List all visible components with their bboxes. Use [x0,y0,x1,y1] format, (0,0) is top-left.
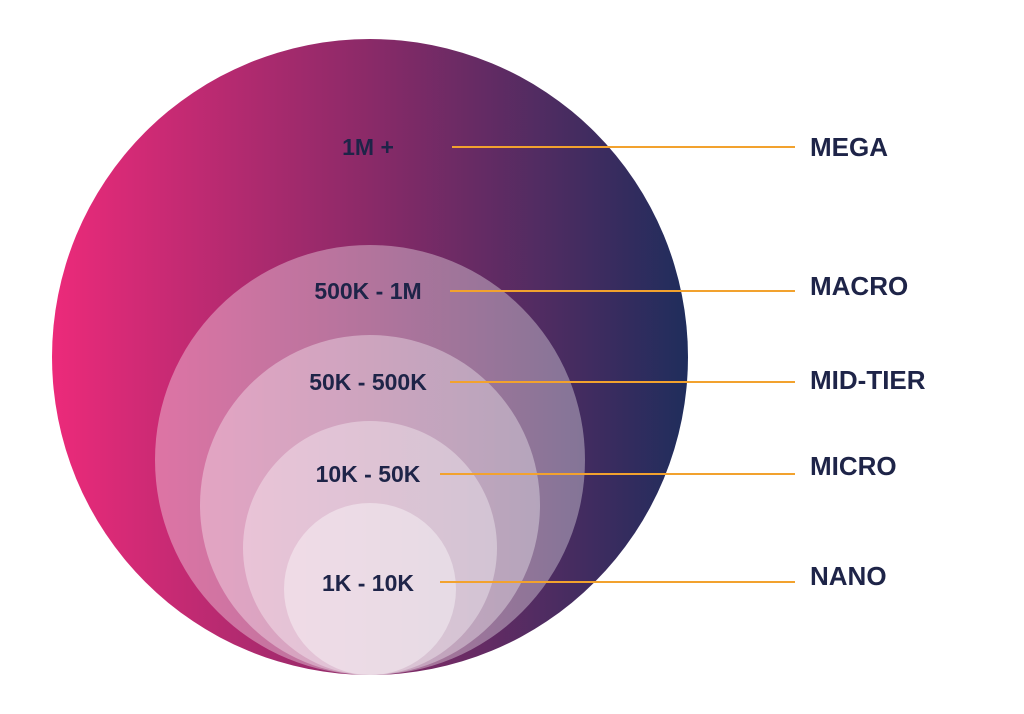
range-label: 1K - 10K [322,570,414,596]
tier-label: NANO [810,561,887,591]
circle-mega [52,39,688,675]
range-label: 500K - 1M [314,278,421,304]
tier-label: MID-TIER [810,365,926,395]
range-label: 10K - 50K [316,461,421,487]
circle-mid-tier [200,335,540,675]
circle-macro [155,245,585,675]
tier-label: MICRO [810,451,897,481]
tier-label: MEGA [810,132,888,162]
circle-micro [243,421,497,675]
circle-nano [284,503,456,675]
range-label: 1M + [342,134,394,160]
tier-label: MACRO [810,271,908,301]
range-label: 50K - 500K [309,369,427,395]
